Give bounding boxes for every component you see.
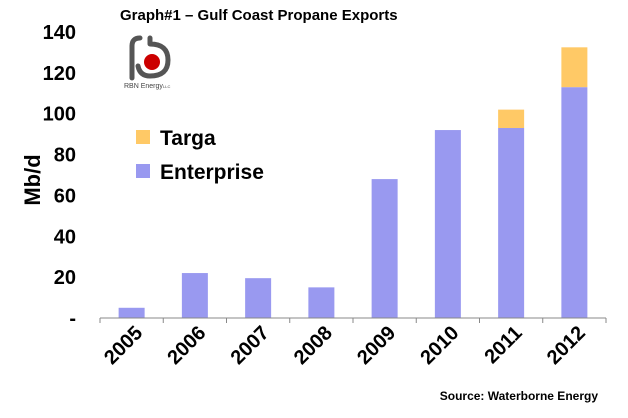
bar-enterprise-2007 xyxy=(245,278,272,318)
source-note: Source: Waterborne Energy xyxy=(440,389,599,403)
bar-targa-2012 xyxy=(561,47,588,88)
y-tick-label: 80 xyxy=(54,145,76,167)
chart-title: Graph#1 – Gulf Coast Propane Exports xyxy=(120,7,398,24)
bars xyxy=(118,47,588,319)
x-tick-label: 2010 xyxy=(416,322,463,369)
x-axis xyxy=(99,317,607,323)
logo-dot-icon xyxy=(144,54,160,70)
y-tick-label: 60 xyxy=(54,185,76,207)
x-tick-label: 2007 xyxy=(227,322,274,369)
x-axis-ticks: 2005 2006 2007 2008 2009 2010 2011 2012 xyxy=(100,322,590,369)
y-axis-label: Mb/d xyxy=(20,154,45,205)
logo-text: RBN Energy xyxy=(124,83,163,90)
legend-label-targa: Targa xyxy=(160,127,216,150)
bar-enterprise-2011 xyxy=(498,128,525,318)
y-axis-ticks: - 20 40 60 80 100 120 140 xyxy=(43,22,76,330)
bar-enterprise-2005 xyxy=(118,307,145,318)
bar-enterprise-2008 xyxy=(308,287,335,318)
bar-targa-2011 xyxy=(498,109,525,129)
y-tick-label: 40 xyxy=(54,226,76,248)
x-tick-label: 2006 xyxy=(163,322,210,369)
bar-enterprise-2006 xyxy=(181,273,208,318)
legend-swatch-targa xyxy=(136,130,150,144)
x-tick-label: 2008 xyxy=(290,322,337,369)
y-tick-label: - xyxy=(69,308,76,330)
bar-enterprise-2009 xyxy=(371,179,398,318)
rbn-logo: RBN Energy LLC xyxy=(124,35,171,90)
y-tick-label: 120 xyxy=(43,63,76,85)
x-tick-label: 2009 xyxy=(353,322,400,369)
y-tick-label: 140 xyxy=(43,22,76,44)
x-tick-label: 2005 xyxy=(100,322,147,369)
legend: Targa Enterprise xyxy=(136,127,264,184)
logo-mark-icon xyxy=(129,35,171,81)
legend-swatch-enterprise xyxy=(136,164,150,178)
logo-suffix: LLC xyxy=(163,84,170,89)
legend-label-enterprise: Enterprise xyxy=(160,161,264,184)
y-tick-label: 20 xyxy=(54,267,76,289)
bar-enterprise-2012 xyxy=(561,87,588,319)
x-tick-label: 2012 xyxy=(543,322,590,369)
bar-enterprise-2010 xyxy=(434,130,461,318)
x-tick-label: 2011 xyxy=(480,322,526,368)
y-tick-label: 100 xyxy=(43,104,76,126)
